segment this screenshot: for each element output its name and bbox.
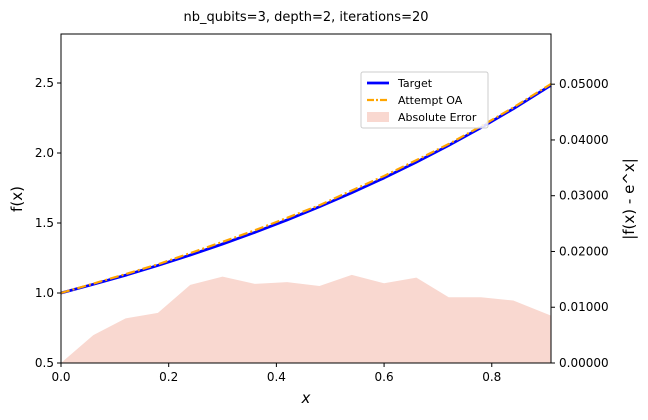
series-attempt-oa-line: [60, 83, 552, 295]
y-ticks-left: 0.5 1.0 1.5 2.0 2.5: [35, 76, 61, 370]
y-left-tick-label: 1.5: [35, 216, 54, 230]
y-right-tick-label: 0.01000: [559, 300, 609, 314]
legend-label-attempt-oa: Attempt OA: [398, 94, 463, 107]
x-tick-label: 0.2: [159, 370, 178, 384]
y-left-tick-label: 1.0: [35, 286, 54, 300]
y-right-tick-label: 0.00000: [559, 356, 609, 370]
x-tick-label: 0.6: [375, 370, 394, 384]
legend: Target Attempt OA Absolute Error: [360, 71, 489, 129]
y-axis-label-left: f(x): [8, 186, 26, 212]
legend-box: [360, 71, 489, 129]
legend-swatch-absolute-error: [367, 112, 389, 122]
line-layer: [60, 83, 552, 295]
x-tick-label: 0.8: [482, 370, 501, 384]
x-tick-label: 0.0: [51, 370, 70, 384]
y-left-tick-label: 2.0: [35, 146, 54, 160]
y-axis-label-right: |f(x) - e^x|: [620, 158, 638, 240]
y-right-tick-label: 0.05000: [559, 77, 609, 91]
plot-frame: [60, 33, 552, 364]
y-right-tick-label: 0.04000: [559, 133, 609, 147]
series-target-line: [60, 84, 552, 295]
y-left-tick-label: 2.5: [35, 76, 54, 90]
x-axis-label: x: [301, 389, 311, 407]
chart-title: nb_qubits=3, depth=2, iterations=20: [183, 10, 428, 25]
series-absolute-error-area: [61, 274, 551, 363]
legend-label-absolute-error: Absolute Error: [398, 111, 477, 124]
legend-label-target: Target: [397, 77, 433, 90]
area-layer: [61, 274, 551, 363]
y-right-tick-label: 0.02000: [559, 244, 609, 258]
y-right-tick-label: 0.03000: [559, 189, 609, 203]
x-ticks: 0.0 0.2 0.4 0.6 0.8: [51, 363, 501, 384]
y-ticks-right: 0.00000 0.01000 0.02000 0.03000 0.04000 0.050…: [551, 77, 609, 370]
x-tick-label: 0.4: [267, 370, 286, 384]
y-left-tick-label: 0.5: [35, 356, 54, 370]
